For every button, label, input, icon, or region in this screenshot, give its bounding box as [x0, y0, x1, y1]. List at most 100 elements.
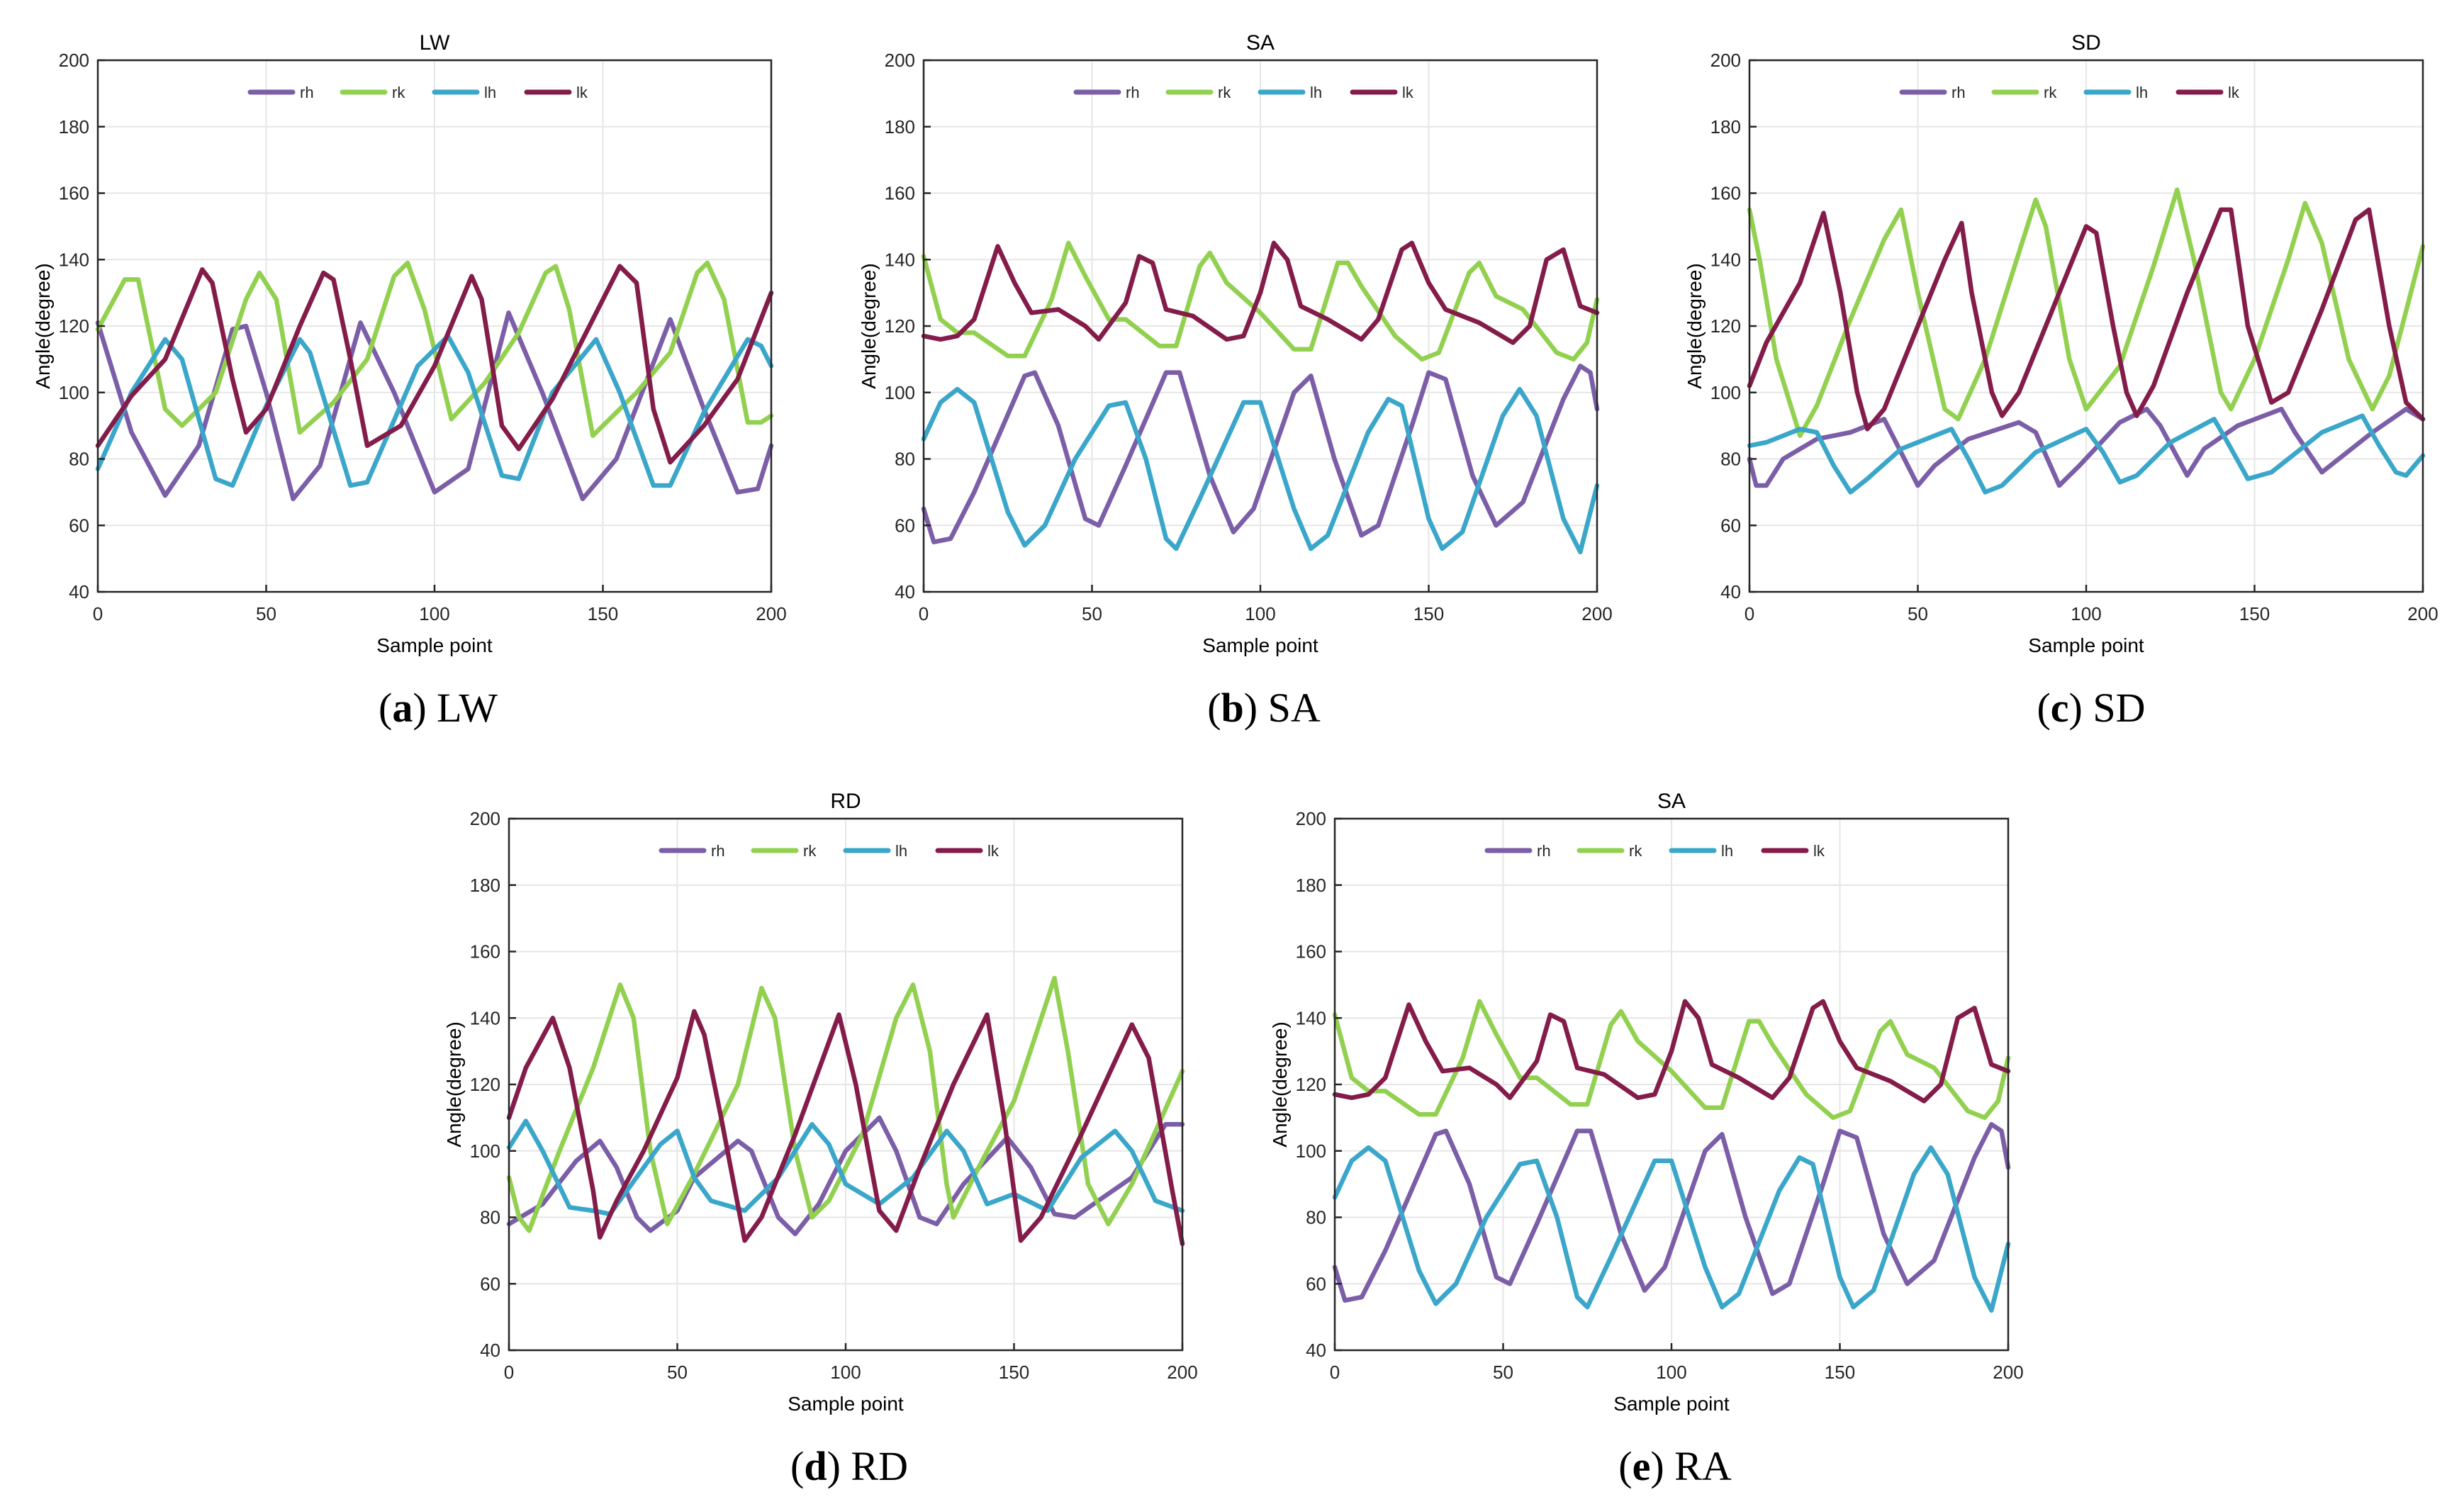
x-tick-label: 50: [1082, 603, 1102, 624]
y-tick-label: 140: [470, 1007, 500, 1028]
series-line-lh: [921, 386, 1600, 555]
legend-label-lk: lk: [1813, 842, 1825, 860]
chart-e-svg: 0 50 100 150 200 40 60 80 100 120 140 160 180 200 SA Sa…: [1269, 790, 2024, 1415]
x-tick-label: 0: [1330, 1362, 1340, 1383]
y-tick-label: 140: [1296, 1007, 1326, 1028]
legend-label-lh: lh: [895, 842, 907, 860]
caption-e-text: RA: [1674, 1443, 1732, 1489]
caption-d: (d) RD: [790, 1443, 908, 1489]
y-tick-label: 200: [1296, 808, 1326, 829]
x-tick-label: 200: [756, 603, 786, 624]
y-axis-label: Angle(degree): [858, 263, 880, 388]
chart-title: RD: [830, 790, 861, 813]
x-tick-label: 200: [2407, 603, 2438, 624]
y-axis-label: Angle(degree): [32, 263, 54, 388]
y-tick-label: 180: [1296, 875, 1326, 896]
y-tick-label: 200: [59, 50, 89, 71]
y-tick-label: 40: [1306, 1340, 1326, 1361]
y-tick-label: 140: [59, 249, 89, 270]
x-tick-label: 150: [588, 603, 618, 624]
caption-a: (a) LW: [378, 685, 498, 731]
chart-d-svg: 0 50 100 150 200 40 60 80 100 120 140 160 180 200 RD Sa…: [443, 790, 1198, 1415]
series-line-rk: [921, 240, 1600, 362]
legend-label-lh: lh: [484, 84, 496, 101]
y-tick-label: 100: [59, 382, 89, 403]
y-axis-label: Angle(degree): [443, 1021, 465, 1147]
x-tick-label: 0: [504, 1362, 514, 1383]
y-tick-label: 120: [1296, 1074, 1326, 1095]
y-tick-label: 60: [480, 1273, 500, 1294]
series-line-rk: [1332, 999, 2011, 1121]
chart-title: SD: [2071, 31, 2101, 55]
legend-label-rk: rk: [2044, 84, 2057, 101]
y-tick-label: 160: [1296, 941, 1326, 963]
caption-a-letter: a: [392, 685, 413, 731]
caption-b-text: SA: [1267, 685, 1321, 731]
x-tick-label: 100: [1656, 1362, 1686, 1383]
legend-label-lk: lk: [2228, 84, 2240, 101]
x-tick-label: 200: [1993, 1362, 2023, 1383]
y-tick-label: 80: [895, 449, 915, 470]
series-line-lk: [921, 240, 1600, 345]
y-tick-label: 140: [885, 249, 915, 270]
legend-label-rh: rh: [300, 84, 314, 101]
chart-panel-e: 0 50 100 150 200 40 60 80 100 120 140 160 180 200 SA Sa…: [1237, 758, 2059, 1489]
y-tick-label: 100: [1296, 1140, 1326, 1162]
y-tick-label: 160: [1710, 183, 1741, 204]
chart-b-svg: 0 50 100 150 200 40 60 80 100 120 140 160 180 200 SA Sa…: [858, 31, 1613, 656]
caption-b-letter: b: [1221, 685, 1244, 731]
y-tick-label: 60: [895, 515, 915, 536]
legend-label-lh: lh: [2136, 84, 2148, 101]
x-axis-label: Sample point: [2028, 634, 2144, 656]
y-tick-label: 100: [885, 382, 915, 403]
y-tick-label: 40: [480, 1340, 500, 1361]
legend-label-lk: lk: [1402, 84, 1414, 101]
caption-a-text: LW: [437, 685, 498, 731]
x-tick-label: 150: [1413, 603, 1444, 624]
x-tick-label: 0: [1745, 603, 1754, 624]
chart-panel-d: 0 50 100 150 200 40 60 80 100 120 140 160 180 200 RD Sa…: [411, 758, 1233, 1489]
chart-title: SA: [1246, 31, 1275, 55]
y-tick-label: 180: [1710, 116, 1741, 138]
series-line-lk: [506, 1009, 1185, 1247]
caption-e: (e) RA: [1618, 1443, 1732, 1489]
y-tick-label: 160: [885, 183, 915, 204]
chart-title: LW: [420, 31, 450, 55]
y-tick-label: 80: [69, 449, 89, 470]
x-axis-label: Sample point: [1613, 1393, 1730, 1415]
caption-d-text: RD: [851, 1443, 908, 1489]
y-tick-label: 120: [470, 1074, 500, 1095]
caption-b: (b) SA: [1207, 685, 1321, 731]
y-tick-label: 60: [1306, 1273, 1326, 1294]
legend-label-lh: lh: [1721, 842, 1733, 860]
series-line-lk: [1332, 999, 2011, 1104]
y-tick-label: 40: [69, 581, 89, 602]
chart-c-svg: 0 50 100 150 200 40 60 80 100 120 140 160 180 200 SD Sa…: [1684, 31, 2438, 656]
y-axis-label: Angle(degree): [1269, 1021, 1291, 1147]
y-tick-label: 60: [69, 515, 89, 536]
x-tick-label: 100: [1245, 603, 1275, 624]
x-tick-label: 0: [919, 603, 929, 624]
series-line-rk: [95, 260, 774, 438]
chart-panel-a: 0 50 100 150 200 40 60 80 100 120 140 160 180 200 LW Sa…: [0, 0, 822, 731]
y-tick-label: 140: [1710, 249, 1741, 270]
y-tick-label: 200: [1710, 50, 1741, 71]
y-tick-label: 80: [1306, 1207, 1326, 1228]
y-tick-label: 40: [1720, 581, 1741, 602]
x-tick-label: 50: [667, 1362, 688, 1383]
y-tick-label: 40: [895, 581, 915, 602]
x-tick-label: 50: [1493, 1362, 1513, 1383]
y-tick-label: 120: [885, 315, 915, 337]
y-tick-label: 80: [480, 1207, 500, 1228]
x-tick-label: 150: [999, 1362, 1029, 1383]
legend-label-rk: rk: [803, 842, 817, 860]
chart-panel-b: 0 50 100 150 200 40 60 80 100 120 140 160 180 200 SA Sa…: [826, 0, 1648, 731]
legend-label-rh: rh: [1126, 84, 1140, 101]
y-tick-label: 80: [1720, 449, 1741, 470]
x-tick-label: 50: [1908, 603, 1928, 624]
series-line-lh: [1747, 413, 2426, 495]
x-tick-label: 100: [419, 603, 449, 624]
y-tick-label: 200: [885, 50, 915, 71]
legend-label-lh: lh: [1310, 84, 1322, 101]
x-tick-label: 50: [256, 603, 276, 624]
